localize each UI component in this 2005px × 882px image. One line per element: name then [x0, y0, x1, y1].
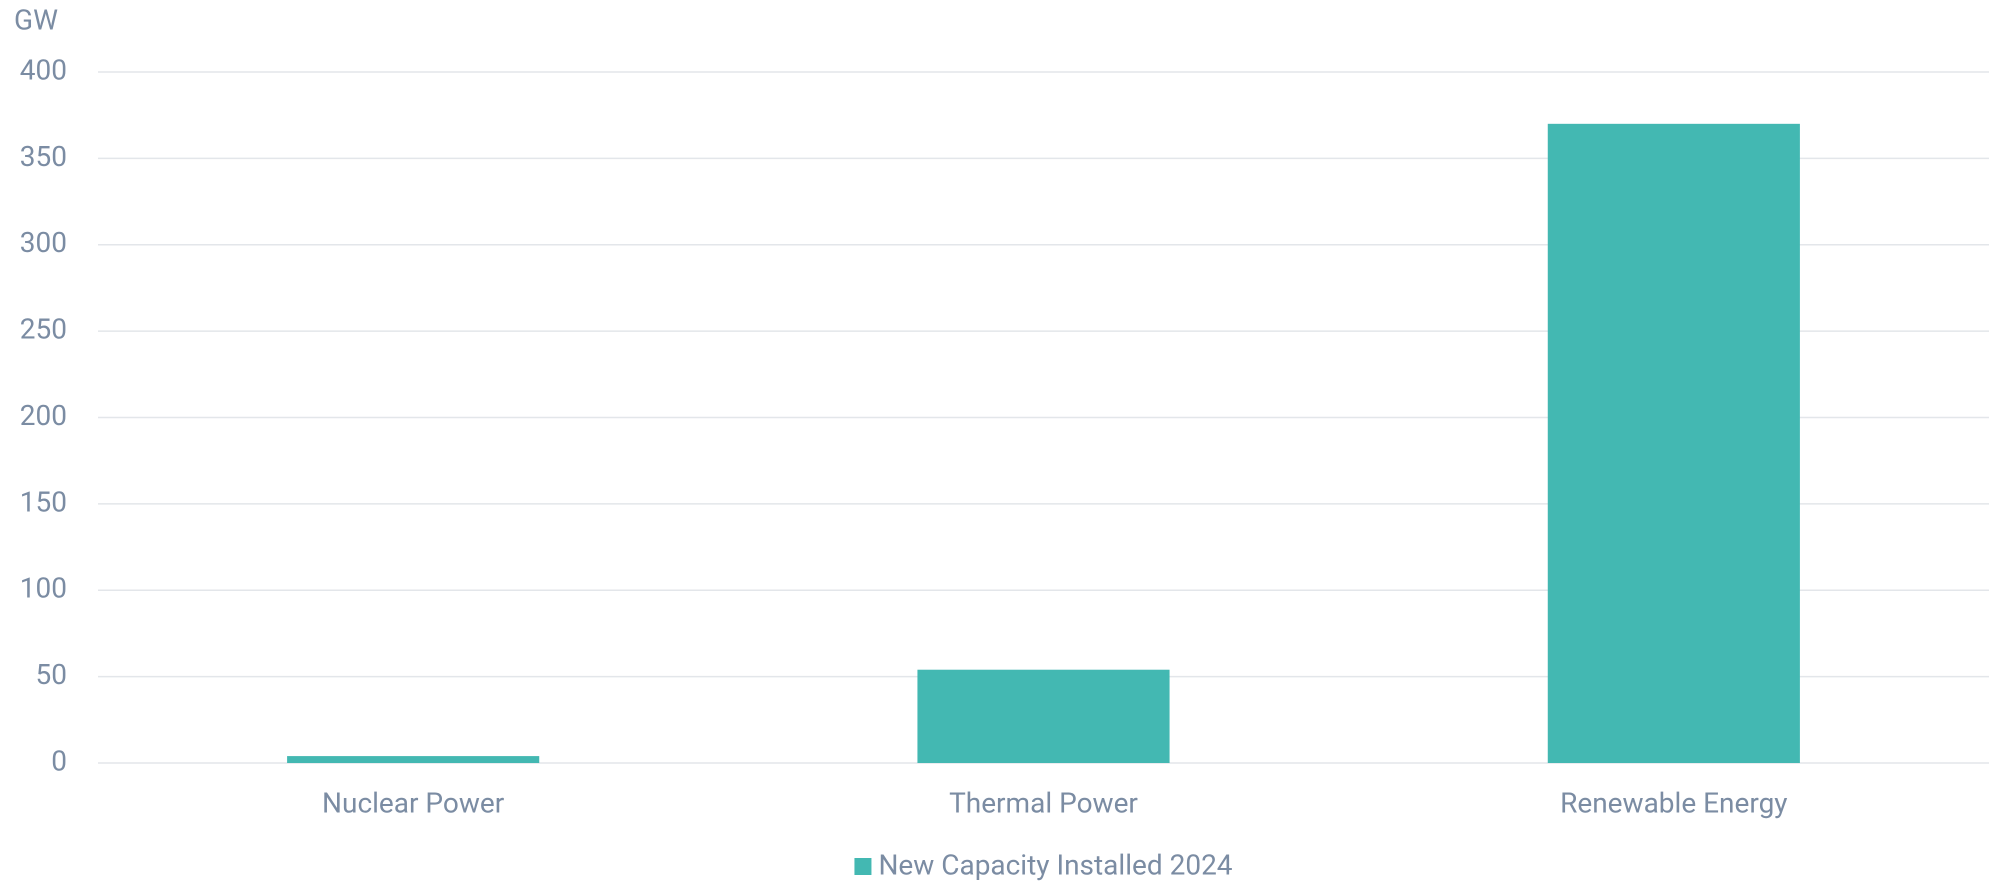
- y-tick-label: 350: [20, 140, 67, 173]
- y-tick-label: 200: [20, 399, 67, 432]
- legend-label: New Capacity Installed 2024: [878, 848, 1232, 881]
- y-tick-label: 50: [36, 658, 67, 691]
- bar: [917, 669, 1170, 763]
- y-tick-label: 250: [20, 313, 67, 346]
- y-axis-label: GW: [14, 3, 58, 36]
- y-tick-label: 400: [20, 53, 67, 86]
- x-tick-label: Renewable Energy: [1560, 786, 1787, 819]
- bar: [287, 756, 540, 763]
- bar: [1547, 123, 1800, 763]
- y-tick-label: 100: [20, 572, 67, 605]
- y-tick-label: 0: [51, 744, 67, 777]
- y-tick-label: 150: [20, 485, 67, 518]
- y-tick-label: 300: [20, 226, 67, 259]
- legend: New Capacity Installed 2024: [854, 848, 1233, 881]
- legend-swatch: [854, 858, 872, 875]
- x-tick-label: Thermal Power: [949, 786, 1138, 819]
- x-tick-label: Nuclear Power: [322, 786, 505, 819]
